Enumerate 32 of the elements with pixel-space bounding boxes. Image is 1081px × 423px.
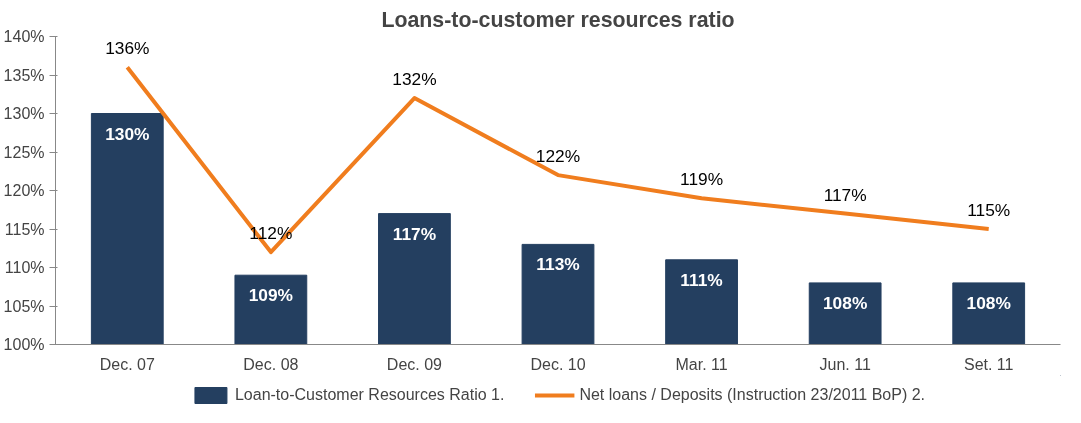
- data-label: 113%: [536, 254, 580, 275]
- y-tick-label: 130%: [3, 105, 45, 122]
- data-label: 108%: [966, 292, 1011, 313]
- y-tick-label: 115%: [4, 220, 45, 238]
- data-label: 109%: [248, 285, 294, 306]
- x-tick-label: Dec. 08: [243, 355, 299, 373]
- x-tick-label: Jun. 11: [819, 355, 871, 373]
- x-tick-label: Dec. 10: [530, 355, 586, 373]
- y-tick-label: 125%: [3, 143, 45, 161]
- chart-title: Loans-to-customer resources ratio: [381, 7, 735, 32]
- y-tick-label: 140%: [3, 28, 45, 45]
- legend-label: Net loans / Deposits (Instruction 23/2011 BoP) 2.: [579, 386, 926, 404]
- data-label: 136%: [105, 38, 150, 59]
- legend-label: Loan-to-Customer Resources Ratio 1.: [234, 386, 505, 404]
- x-tick-label: Mar. 11: [675, 355, 728, 373]
- data-label: 122%: [535, 146, 581, 167]
- x-tick-label: Dec. 09: [386, 355, 443, 373]
- y-tick-label: 120%: [3, 182, 45, 199]
- y-tick-label: 110%: [4, 259, 45, 276]
- data-label: 117%: [392, 223, 437, 244]
- data-label: 130%: [105, 123, 150, 144]
- data-label: 132%: [392, 69, 437, 90]
- data-label: 108%: [822, 292, 868, 313]
- y-tick-label: 100%: [3, 336, 45, 353]
- y-tick-label: 135%: [3, 66, 45, 84]
- data-label: 117%: [823, 184, 867, 205]
- data-label: 111%: [680, 269, 723, 290]
- data-label: 115%: [967, 200, 1011, 220]
- y-tick-label: 105%: [3, 297, 45, 315]
- x-tick-label: Dec. 07: [99, 355, 155, 373]
- x-tick-label: Set. 11: [963, 355, 1014, 373]
- data-label: 119%: [680, 169, 724, 190]
